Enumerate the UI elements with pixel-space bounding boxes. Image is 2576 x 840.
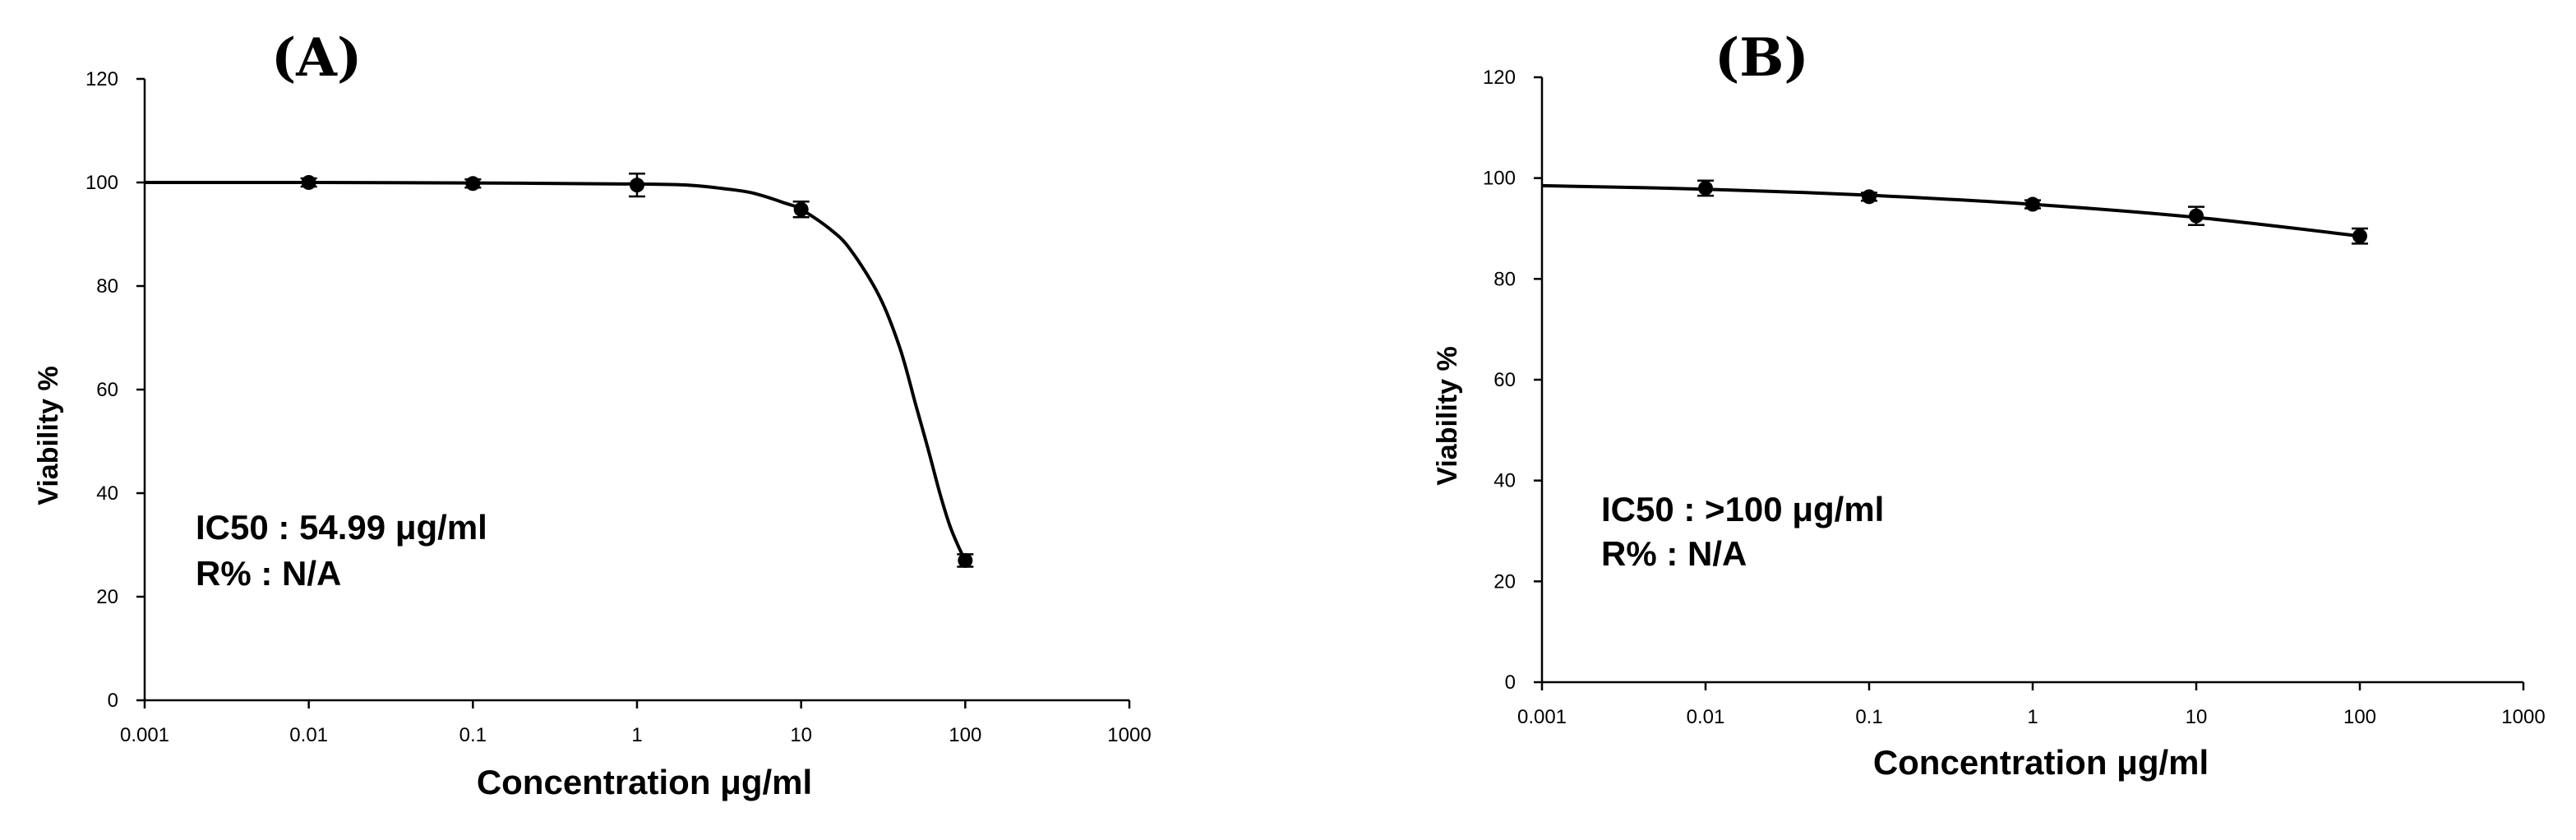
ic50-annotation: IC50 : 54.99 μg/ml — [196, 508, 487, 547]
y-tick-label: 0 — [1505, 672, 1516, 694]
data-point — [1698, 180, 1713, 196]
y-tick-label: 60 — [96, 379, 118, 401]
chart-panel-a: (A) 0.001 0.01 0.1 1 10 100 1000 0 20 40 60 80 100 12… — [33, 27, 1152, 801]
x-tick-label: 10 — [2186, 706, 2208, 728]
y-tick-label: 20 — [1493, 570, 1516, 593]
y-tick-label: 80 — [96, 275, 118, 298]
y-tick-label: 40 — [96, 482, 118, 505]
y-tick-label: 120 — [1483, 67, 1516, 89]
data-point — [1862, 189, 1877, 205]
data-points — [1697, 179, 2368, 245]
y-tick-label: 100 — [85, 172, 118, 194]
r-annotation: R% : N/A — [1601, 534, 1747, 573]
data-points — [300, 173, 974, 568]
y-tick-label: 20 — [96, 586, 118, 608]
x-axis-title: Concentration μg/ml — [1873, 743, 2209, 782]
y-tick-label: 100 — [1483, 168, 1516, 190]
x-tick-label: 1 — [2027, 706, 2038, 728]
x-tick-label: 1000 — [1107, 724, 1151, 746]
x-tick-label: 0.1 — [1855, 706, 1882, 728]
y-axis-title: Viability % — [33, 366, 64, 505]
y-axis-title: Viability % — [1432, 346, 1463, 485]
chart-panel-b: (B) 0.001 0.01 0.1 1 10 100 1000 0 20 40 60 80 100 12… — [1432, 27, 2546, 782]
y-tick-label: 80 — [1493, 268, 1516, 290]
x-tick-label: 0.001 — [1517, 706, 1567, 728]
x-tick-label: 10 — [790, 724, 812, 746]
y-tick-label: 40 — [1493, 470, 1516, 492]
y-tick-label: 60 — [1493, 369, 1516, 391]
data-point — [630, 178, 644, 193]
x-tick-label: 0.001 — [120, 724, 169, 746]
x-tick-label: 0.1 — [459, 724, 487, 746]
panel-label: (A) — [271, 27, 362, 89]
data-point — [958, 552, 973, 568]
data-point — [301, 175, 316, 190]
fit-curve — [1541, 183, 2361, 238]
y-tick-label: 120 — [85, 68, 118, 90]
data-point — [465, 176, 481, 192]
tick-group: 0.001 0.01 0.1 1 10 100 1000 0 20 40 60 80 100 120 — [85, 68, 1152, 746]
y-tick-label: 0 — [108, 690, 118, 712]
x-tick-label: 100 — [2343, 706, 2376, 728]
data-point — [2025, 196, 2040, 212]
data-point — [793, 201, 809, 217]
tick-group: 0.001 0.01 0.1 1 10 100 1000 0 20 40 60 80 100 120 — [1483, 67, 2546, 728]
x-tick-label: 1 — [631, 724, 642, 746]
x-tick-label: 0.01 — [289, 724, 328, 746]
panel-label: (B) — [1715, 27, 1809, 89]
x-tick-label: 100 — [949, 724, 981, 746]
r-annotation: R% : N/A — [196, 554, 341, 593]
x-tick-label: 0.01 — [1687, 706, 1725, 728]
data-point — [2189, 208, 2204, 224]
axes — [143, 79, 1129, 702]
axes — [1540, 77, 2523, 684]
data-point — [2352, 228, 2367, 244]
x-axis-title: Concentration μg/ml — [477, 763, 812, 801]
fit-curve — [144, 180, 967, 561]
ic50-annotation: IC50 : >100 μg/ml — [1601, 490, 1884, 528]
x-tick-label: 1000 — [2501, 706, 2545, 728]
